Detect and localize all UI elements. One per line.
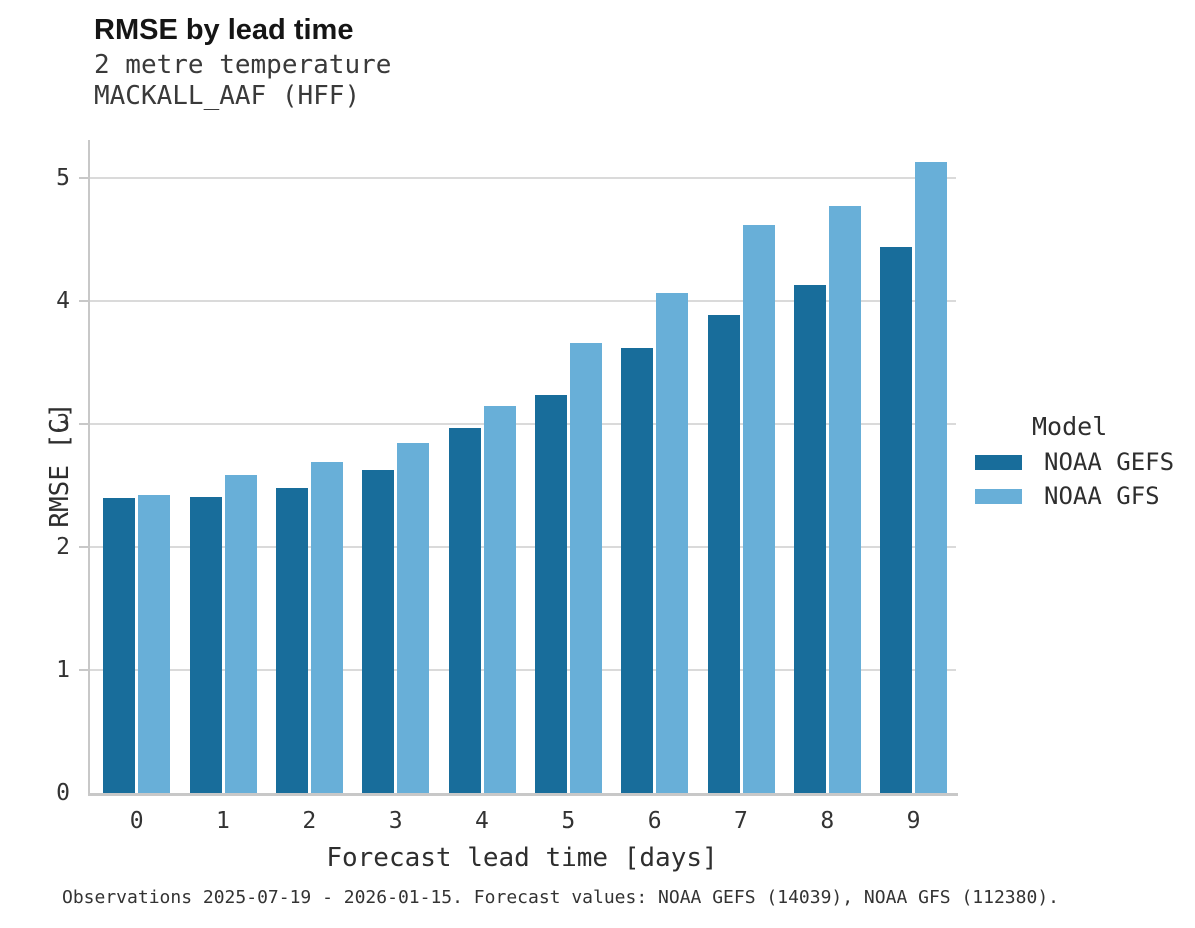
y-tick-mark-4 (79, 300, 88, 303)
bar-noaa-gefs-1 (189, 496, 222, 793)
plot-area (79, 140, 958, 796)
x-tick-label-8: 8 (820, 808, 835, 834)
x-tick-label-7: 7 (734, 808, 748, 834)
y-tick-label-4: 4 (56, 288, 70, 315)
bar-noaa-gefs-4 (448, 427, 481, 793)
y-tick-label-3: 3 (56, 411, 70, 438)
bar-noaa-gefs-0 (103, 497, 136, 793)
bar-noaa-gefs-9 (880, 247, 913, 793)
y-tick-mark-1 (79, 669, 88, 672)
bar-noaa-gefs-8 (793, 285, 826, 793)
y-tick-mark-5 (79, 177, 88, 180)
bar-noaa-gfs-4 (483, 405, 516, 793)
bar-noaa-gefs-7 (707, 314, 740, 793)
caption: Observations 2025-07-19 - 2026-01-15. Fo… (62, 887, 1059, 908)
bar-noaa-gfs-1 (224, 474, 257, 793)
chart-subtitle-station: MACKALL_AAF (HFF) (94, 81, 361, 111)
gridline-y-4 (90, 300, 956, 303)
bar-noaa-gfs-3 (397, 442, 430, 793)
bar-noaa-gfs-9 (915, 162, 948, 793)
bar-noaa-gefs-2 (276, 488, 308, 793)
y-tick-label-0: 0 (56, 780, 70, 806)
bar-noaa-gfs-8 (828, 206, 861, 793)
bar-noaa-gefs-5 (535, 394, 567, 793)
x-tick-label-3: 3 (388, 808, 403, 834)
legend-swatch-noaa-gfs (975, 489, 1022, 504)
legend-swatch-noaa-gefs (975, 455, 1022, 470)
x-tick-label-0: 0 (129, 808, 144, 834)
legend-title: Model (1032, 412, 1108, 441)
y-tick-mark-3 (79, 423, 88, 426)
x-axis-label: Forecast lead time [days] (326, 843, 718, 873)
bar-noaa-gefs-6 (621, 347, 654, 793)
bar-noaa-gfs-5 (570, 342, 602, 793)
bar-noaa-gfs-6 (656, 292, 689, 793)
chart-title: RMSE by lead time (94, 14, 354, 46)
x-tick-label-6: 6 (647, 808, 662, 834)
bar-noaa-gefs-3 (362, 469, 395, 793)
y-tick-label-2: 2 (56, 534, 70, 561)
gridline-y-5 (90, 177, 956, 180)
x-tick-label-5: 5 (561, 808, 576, 834)
chart-subtitle-variable: 2 metre temperature (94, 50, 392, 80)
y-tick-label-5: 5 (56, 165, 70, 192)
gridline-y-3 (90, 423, 956, 426)
x-tick-label-4: 4 (475, 808, 489, 834)
y-tick-mark-2 (79, 546, 88, 549)
gridline-y-2 (90, 546, 956, 549)
bar-noaa-gfs-7 (742, 224, 775, 793)
x-tick-label-1: 1 (216, 808, 230, 834)
x-tick-label-9: 9 (906, 808, 921, 834)
legend-label-noaa-gfs: NOAA GFS (1044, 482, 1160, 510)
gridline-y-1 (90, 669, 956, 672)
bar-noaa-gfs-0 (138, 495, 171, 793)
legend-label-noaa-gefs: NOAA GEFS (1044, 448, 1175, 476)
y-tick-label-1: 1 (56, 657, 70, 684)
x-tick-label-2: 2 (302, 808, 317, 834)
bar-noaa-gfs-2 (311, 462, 343, 793)
